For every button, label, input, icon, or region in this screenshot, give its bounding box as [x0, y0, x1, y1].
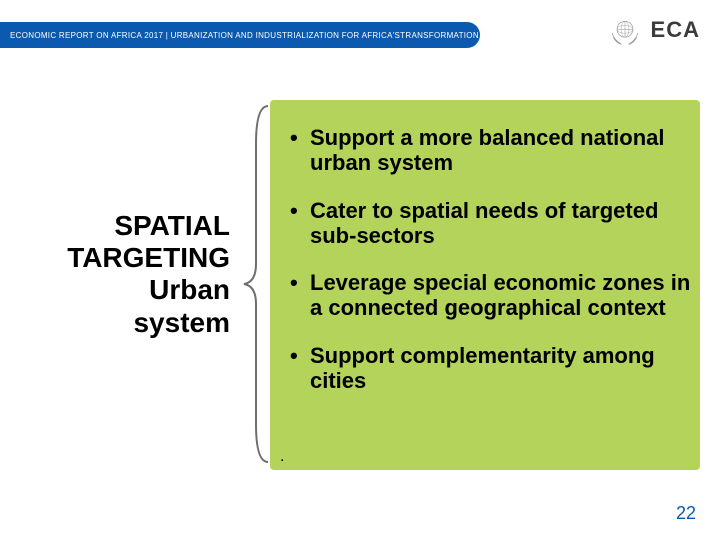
page-number: 22: [676, 503, 696, 524]
bullet-marker: •: [290, 198, 310, 249]
bullet-text: Leverage special economic zones in a con…: [310, 270, 695, 321]
header-bar: ECONOMIC REPORT ON AFRICA 2017 | URBANIZ…: [0, 22, 480, 48]
left-title: SPATIAL TARGETING Urban system: [0, 210, 230, 339]
bullet-text: Support complementarity among cities: [310, 343, 695, 394]
bullet-item: • Leverage special economic zones in a c…: [290, 270, 695, 321]
left-title-line: system: [0, 307, 230, 339]
bullet-marker: •: [290, 125, 310, 176]
bullet-item: • Cater to spatial needs of targeted sub…: [290, 198, 695, 249]
bullet-marker: •: [290, 270, 310, 321]
bullet-item: • Support a more balanced national urban…: [290, 125, 695, 176]
stray-dot: .: [280, 448, 284, 466]
logo-label: ECA: [651, 17, 700, 43]
left-title-line: TARGETING: [0, 242, 230, 274]
logo: ECA: [607, 12, 700, 48]
bullet-text: Support a more balanced national urban s…: [310, 125, 695, 176]
bullet-text: Cater to spatial needs of targeted sub-s…: [310, 198, 695, 249]
bullet-list: • Support a more balanced national urban…: [290, 125, 695, 415]
left-title-line: Urban: [0, 274, 230, 306]
bullet-item: • Support complementarity among cities: [290, 343, 695, 394]
header-text: ECONOMIC REPORT ON AFRICA 2017 | URBANIZ…: [10, 31, 479, 40]
left-title-line: SPATIAL: [0, 210, 230, 242]
bullet-marker: •: [290, 343, 310, 394]
un-wreath-icon: [607, 12, 643, 48]
bracket-icon: [240, 104, 270, 464]
